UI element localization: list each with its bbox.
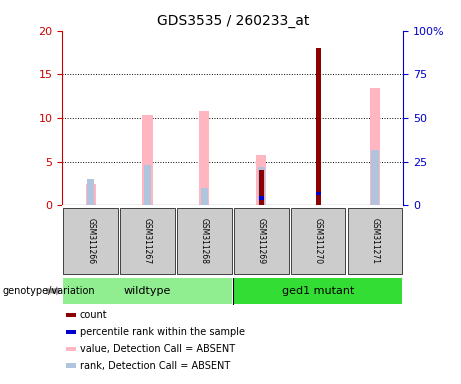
Bar (315, 48, 321, 205)
Bar (87, 179, 95, 205)
Bar (63, 208, 118, 274)
Bar (65, 347, 76, 351)
Text: GSM311266: GSM311266 (86, 218, 95, 264)
Bar (256, 155, 266, 205)
Bar (65, 330, 76, 334)
Bar (199, 111, 209, 205)
Bar (315, 192, 321, 195)
Text: GSM311268: GSM311268 (200, 218, 209, 264)
Bar (259, 170, 264, 205)
Text: rank, Detection Call = ABSENT: rank, Detection Call = ABSENT (80, 361, 230, 371)
Text: GSM311267: GSM311267 (143, 218, 152, 264)
Text: value, Detection Call = ABSENT: value, Detection Call = ABSENT (80, 344, 235, 354)
Bar (65, 313, 76, 317)
Text: wildtype: wildtype (124, 286, 171, 296)
Text: GSM311270: GSM311270 (313, 218, 323, 264)
Bar (234, 278, 402, 304)
Text: count: count (80, 310, 107, 320)
Bar (63, 278, 232, 304)
Bar (234, 208, 289, 274)
Bar (144, 165, 151, 205)
Bar (371, 151, 378, 205)
Bar (258, 167, 265, 205)
Bar (142, 116, 153, 205)
Text: GSM311269: GSM311269 (257, 218, 266, 264)
Text: GSM311271: GSM311271 (371, 218, 379, 264)
Text: ged1 mutant: ged1 mutant (282, 286, 354, 296)
Bar (177, 208, 232, 274)
Bar (86, 184, 96, 205)
Bar (65, 364, 76, 367)
Bar (201, 188, 208, 205)
Bar (291, 208, 345, 274)
Text: percentile rank within the sample: percentile rank within the sample (80, 327, 245, 337)
Bar (370, 88, 380, 205)
Bar (259, 196, 264, 200)
Bar (120, 208, 175, 274)
Text: genotype/variation: genotype/variation (2, 286, 95, 296)
Bar (348, 208, 402, 274)
Title: GDS3535 / 260233_at: GDS3535 / 260233_at (157, 14, 309, 28)
